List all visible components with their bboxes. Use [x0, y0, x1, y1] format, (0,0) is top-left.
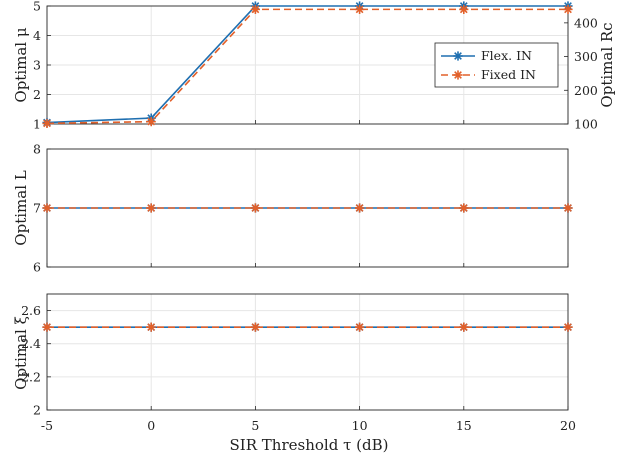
data-point-fixed [459, 322, 469, 332]
axes-frame [46, 293, 569, 411]
data-point-fixed [563, 4, 573, 14]
data-point-fixed [146, 322, 156, 332]
legend-marker-fixed [453, 70, 463, 80]
y-tick-label: 2.6 [21, 303, 41, 318]
series-line-fixed [46, 8, 568, 125]
x-tick-label: 10 [352, 418, 368, 433]
y-axis-label-rc-right: Optimal Rc [598, 22, 616, 107]
legend: Flex. IN Fixed IN [434, 42, 559, 88]
data-point-fixed [42, 322, 52, 332]
y-tick-label: 2.4 [21, 336, 41, 351]
y-tick-label: 5 [33, 0, 41, 14]
legend-box [434, 42, 559, 88]
data-point-fixed [250, 322, 260, 332]
y-tick-label: 3 [33, 58, 41, 73]
legend-sample-fixed [441, 70, 475, 80]
data-point-fixed [250, 4, 260, 14]
x-tick-label: 0 [147, 418, 155, 433]
y-axis-label-l: Optimal L [12, 170, 30, 245]
y-tick-label: 6 [33, 260, 41, 275]
data-point-fixed [355, 322, 365, 332]
y-right-tick-label: 100 [574, 117, 598, 132]
y-right-tick-label: 400 [574, 15, 598, 30]
data-point-fixed [459, 203, 469, 213]
data-point-fixed [250, 203, 260, 213]
x-tick-label: 20 [560, 418, 576, 433]
y-axis-label-xi: Optimal ξ [12, 316, 30, 390]
legend-sample-flex [441, 51, 475, 61]
x-tick-label: 15 [456, 418, 472, 433]
data-point-fixed [355, 203, 365, 213]
data-point-fixed [146, 203, 156, 213]
tick-labels: 1 2 3 4 5 100 200 300 400 6 7 8 -5 0 5 10 15 20 2 2.2 2.4 2.6 [21, 0, 598, 433]
y-tick-label: 2 [33, 403, 41, 418]
series-line-flex [46, 5, 568, 124]
series-layer [42, 1, 573, 332]
y-tick-label: 4 [33, 28, 41, 43]
y-tick-label: 8 [33, 142, 41, 157]
x-tick-label: -5 [41, 418, 53, 433]
x-tick-label: 5 [251, 418, 259, 433]
data-point-fixed [355, 4, 365, 14]
data-point-fixed [459, 4, 469, 14]
y-axis-label-mu: Optimal μ [12, 27, 30, 102]
data-point-fixed [146, 117, 156, 127]
y-tick-label: 7 [33, 201, 41, 216]
data-point-fixed [563, 322, 573, 332]
y-tick-label: 2 [33, 87, 41, 102]
y-right-tick-label: 200 [574, 83, 598, 98]
y-tick-label: 2.2 [21, 369, 41, 384]
x-axis-label: SIR Threshold τ (dB) [230, 436, 389, 454]
data-point-fixed [42, 203, 52, 213]
legend-label-flex: Flex. IN [481, 48, 532, 63]
data-point-fixed [563, 203, 573, 213]
legend-marker-flex [453, 51, 463, 61]
y-right-tick-label: 300 [574, 49, 598, 64]
y-tick-label: 1 [33, 117, 41, 132]
legend-label-fixed: Fixed IN [481, 67, 536, 82]
data-point-fixed [42, 118, 52, 129]
